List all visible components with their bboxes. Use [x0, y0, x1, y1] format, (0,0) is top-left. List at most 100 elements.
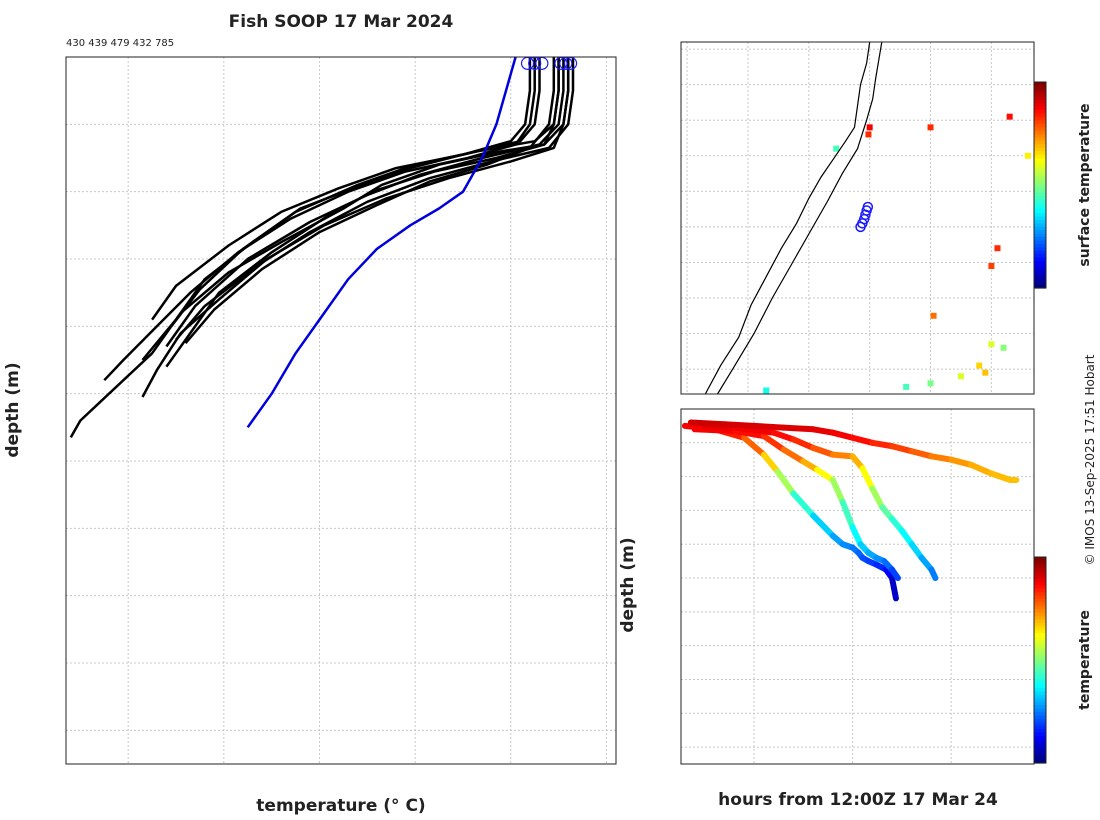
- colorbar-segment: [1034, 567, 1046, 572]
- colorbar-segment: [1034, 243, 1046, 248]
- colorbar-segment: [1034, 608, 1046, 613]
- colorbar-segment: [1034, 174, 1046, 179]
- colorbar-segment: [1034, 742, 1046, 747]
- colorbar-segment: [1034, 198, 1046, 203]
- colorbar-segment: [1034, 226, 1046, 231]
- colorbar-segment: [1034, 581, 1046, 586]
- colorbar-segment: [1034, 126, 1046, 131]
- track-marker: [862, 201, 874, 213]
- colorbar-segment: [1034, 649, 1046, 654]
- sst-cell: [927, 124, 934, 131]
- colorbar-segment: [1034, 95, 1046, 100]
- colorbar-segment: [1034, 708, 1046, 713]
- colorbar-segment: [1034, 752, 1046, 757]
- surface-marker: [520, 56, 535, 70]
- depth-time-colorbar-label: temperature: [1077, 610, 1093, 710]
- colorbar-segment: [1034, 112, 1046, 117]
- colorbar-segment: [1034, 732, 1046, 737]
- colorbar-segment: [1034, 629, 1046, 634]
- tow-segment: [987, 470, 1014, 483]
- profile-line-430: [69, 57, 560, 439]
- profile-lines: [69, 56, 575, 439]
- colorbar-segment: [1034, 587, 1046, 592]
- tow-segment: [889, 443, 915, 455]
- colorbar-segment: [1034, 738, 1046, 743]
- colorbar-segment: [1034, 160, 1046, 165]
- colorbar-segment: [1034, 181, 1046, 186]
- depth-time-panel: hours from 12:00Z 17 Mar 24 depth (m) te…: [618, 408, 1093, 810]
- colorbar-segment: [1034, 656, 1046, 661]
- colorbar-segment: [1034, 270, 1046, 275]
- colorbar-segment: [1034, 119, 1046, 124]
- profile-line-432: [165, 57, 565, 348]
- depth-time-x-label: hours from 12:00Z 17 Mar 24: [718, 790, 998, 810]
- profile-line-aux5: [141, 57, 532, 361]
- colorbar-segment: [1034, 209, 1046, 214]
- profile-grid: [66, 56, 616, 764]
- sst-cell: [930, 312, 937, 319]
- tow-segment: [908, 448, 935, 460]
- profile-y-label: depth (m): [3, 362, 23, 457]
- map-sst-points: [763, 113, 1031, 394]
- coastline: [704, 41, 871, 395]
- sst-cell: [903, 383, 910, 390]
- colorbar-segment: [1034, 759, 1046, 764]
- colorbar-segment: [1034, 690, 1046, 695]
- colorbar-segment: [1034, 694, 1046, 699]
- colorbar-segment: [1034, 639, 1046, 644]
- colorbar-segment: [1034, 625, 1046, 630]
- colorbar-segment: [1034, 157, 1046, 162]
- tow-segment: [928, 453, 955, 463]
- tow-segment: [790, 490, 817, 519]
- colorbar-segment: [1034, 260, 1046, 265]
- colorbar-segment: [1034, 646, 1046, 651]
- profile-line-aux2: [170, 57, 560, 328]
- colorbar-segment: [1034, 670, 1046, 675]
- tow-segment: [889, 566, 901, 582]
- tow-segment: [774, 468, 797, 497]
- colorbar-frame: [1033, 556, 1047, 764]
- colorbar-segment: [1034, 185, 1046, 190]
- tow-segment: [829, 451, 856, 460]
- tow-segment: [948, 456, 974, 468]
- colorbar-segment: [1034, 212, 1046, 217]
- colorbar-segment: [1034, 577, 1046, 582]
- profile-line-479: [141, 57, 570, 398]
- colorbar-segment: [1034, 666, 1046, 671]
- sst-cell: [866, 124, 873, 131]
- colorbar-segment: [1034, 618, 1046, 623]
- tow-segment: [790, 436, 817, 451]
- colorbar-segment: [1034, 178, 1046, 183]
- colorbar-segment: [1034, 99, 1046, 104]
- tow-segment: [760, 451, 781, 475]
- tow-segment: [869, 439, 896, 450]
- colorbar-segment: [1034, 116, 1046, 121]
- colorbar-segment: [1034, 277, 1046, 282]
- sst-cell: [957, 373, 964, 380]
- colorbar-segment: [1034, 222, 1046, 227]
- colorbar-segment: [1034, 167, 1046, 172]
- colorbar-segment: [1034, 560, 1046, 565]
- colorbar-segment: [1034, 219, 1046, 224]
- colorbar-segment: [1034, 215, 1046, 220]
- sst-cell: [763, 387, 770, 394]
- colorbar-segment: [1034, 725, 1046, 730]
- colorbar-segment: [1034, 687, 1046, 692]
- tow-segment: [750, 422, 787, 431]
- sst-cell: [865, 131, 872, 138]
- colorbar-segment: [1034, 154, 1046, 159]
- colorbar-segment: [1034, 660, 1046, 665]
- colorbar-segment: [1034, 102, 1046, 107]
- tow-segment: [770, 429, 797, 443]
- colorbar-segment: [1034, 147, 1046, 152]
- colorbar-segment: [1034, 605, 1046, 610]
- colorbar-frame: [1033, 81, 1047, 289]
- colorbar-segment: [1034, 714, 1046, 719]
- colorbar-segment: [1034, 601, 1046, 606]
- colorbar-segment: [1034, 140, 1046, 145]
- depth-time-y-label: depth (m): [618, 537, 638, 632]
- colorbar-segment: [1034, 745, 1046, 750]
- colorbar-segment: [1034, 267, 1046, 272]
- tow-segment: [814, 466, 836, 483]
- colorbar-segment: [1034, 136, 1046, 141]
